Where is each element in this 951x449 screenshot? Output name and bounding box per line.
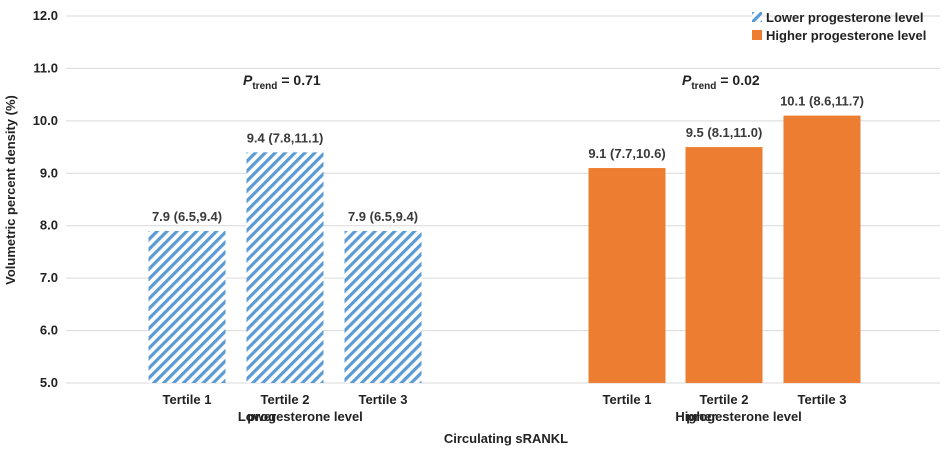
data-label: 7.9 (6.5,9.4)	[152, 209, 222, 224]
category-label: Tertile 2	[700, 392, 749, 407]
data-label: 9.1 (7.7,10.6)	[588, 146, 665, 161]
data-label: 9.4 (7.8,11.1)	[247, 130, 324, 145]
group-label: Higher	[675, 409, 716, 424]
p-trend-subscript: trend	[691, 81, 716, 92]
y-tick-label: 6.0	[40, 323, 58, 338]
p-trend-symbol: P	[243, 72, 253, 88]
legend-swatch-higher	[752, 30, 762, 40]
category-label: Tertile 3	[359, 392, 408, 407]
x-axis-title: Circulating sRANKL	[444, 431, 568, 446]
y-axis-ticks: 5.0 6.0 7.0 8.0 9.0 10.0 11.0 12.0	[33, 8, 58, 390]
bar	[148, 230, 226, 383]
y-tick-label: 8.0	[40, 218, 58, 233]
group-label: progesterone level	[686, 409, 802, 424]
y-tick-label: 7.0	[40, 270, 58, 285]
group-label: progesterone level	[247, 409, 363, 424]
y-tick-label: 9.0	[40, 165, 58, 180]
category-label: Tertile 2	[261, 392, 310, 407]
y-axis-title: Volumetric percent density (%)	[3, 95, 18, 285]
data-labels: 7.9 (6.5,9.4) 9.4 (7.8,11.1) 7.9 (6.5,9.4)…	[152, 94, 864, 224]
p-trend-lower: Ptrend = 0.71	[243, 72, 321, 92]
bar	[246, 152, 324, 383]
legend: Lower progesterone level Higher progeste…	[752, 10, 926, 43]
data-label: 9.5 (8.1,11.0)	[686, 125, 763, 140]
data-label: 7.9 (6.5,9.4)	[348, 209, 418, 224]
bars	[148, 115, 861, 383]
y-tick-label: 10.0	[33, 113, 58, 128]
legend-label-lower: Lower progesterone level	[766, 10, 924, 25]
y-tick-label: 11.0	[33, 60, 58, 75]
bar	[783, 115, 861, 383]
category-label: Tertile 1	[603, 392, 652, 407]
x-axis-categories: Tertile 1 Tertile 2 Tertile 3Lowerprogeste…	[163, 392, 847, 424]
p-trend-subscript: trend	[252, 81, 277, 92]
y-tick-label: 5.0	[40, 375, 58, 390]
p-trend-higher: Ptrend = 0.02	[682, 72, 760, 92]
y-tick-label: 12.0	[33, 8, 58, 23]
p-trend-value: = 0.71	[281, 72, 321, 88]
bar	[685, 147, 763, 383]
bar	[344, 230, 422, 383]
legend-label-higher: Higher progesterone level	[766, 28, 926, 43]
bar	[588, 168, 666, 383]
p-trend-symbol: P	[682, 72, 692, 88]
group-label: Lower	[238, 409, 276, 424]
p-trend-value: = 0.02	[720, 72, 760, 88]
category-label: Tertile 3	[798, 392, 847, 407]
category-label: Tertile 1	[163, 392, 212, 407]
data-label: 10.1 (8.6,11.7)	[780, 94, 864, 109]
legend-swatch-lower	[752, 12, 762, 22]
